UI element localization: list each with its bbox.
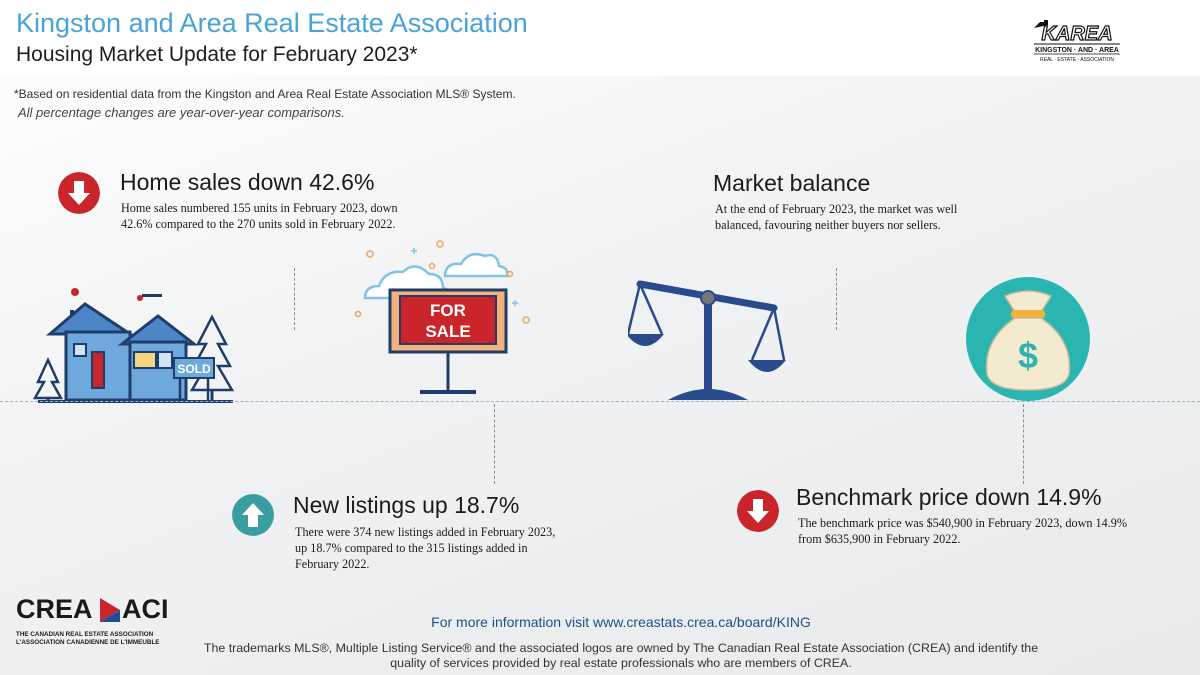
money-bag-dollar: $ [1018,335,1038,376]
arrow-down-icon [737,490,779,532]
sold-sign-text: SOLD [177,362,211,376]
trademark-notice: The trademarks MLS®, Multiple Listing Se… [203,641,1039,670]
karea-logo-line2: REAL · ESTATE · ASSOCIATION [1040,57,1114,63]
arrow-down-icon [58,172,100,214]
karea-logo-wordmark: KAREA [1041,23,1112,45]
connector-line [1023,404,1024,484]
crea-logo-line2: L'ASSOCIATION CANADIENNE DE L'IMMEUBLE [16,639,160,646]
divider-line [294,268,295,330]
market-balance-heading: Market balance [713,170,871,196]
home-sales-text: Home sales numbered 155 units in Februar… [121,201,398,231]
crea-aci-logo: CREA ACI THE CANADIAN REAL ESTATE ASSOCI… [16,594,169,646]
market-balance-text: At the end of February 2023, the market … [715,202,958,232]
benchmark-price-text: The benchmark price was $540,900 in Febr… [798,516,1127,546]
divider-line [836,268,837,330]
arrow-up-icon [232,494,274,536]
new-listings-text: There were 374 new listings added in Feb… [295,525,556,571]
sold-house-illustration: SOLD [32,288,235,403]
karea-logo: KAREA KINGSTON · AND · AREA REAL · ESTAT… [1032,18,1122,63]
comparison-note: All percentage changes are year-over-yea… [18,105,345,120]
page-title: Kingston and Area Real Estate Associatio… [16,8,528,38]
connector-line [494,404,495,484]
crea-logo-left: CREA [16,594,93,624]
data-basis-note: *Based on residential data from the King… [14,87,516,101]
crea-logo-line1: THE CANADIAN REAL ESTATE ASSOCIATION [16,631,154,638]
money-bag-illustration: $ [966,277,1090,401]
crea-logo-right: ACI [122,594,169,624]
karea-logo-line1: KINGSTON · AND · AREA [1035,47,1119,54]
home-sales-heading: Home sales down 42.6% [120,169,375,195]
new-listings-heading: New listings up 18.7% [293,492,520,518]
benchmark-price-heading: Benchmark price down 14.9% [796,484,1102,510]
header-bar: Kingston and Area Real Estate Associatio… [0,0,1200,76]
for-sale-text-line2: SALE [425,322,470,341]
timeline-line [0,401,1200,402]
for-sale-text-line1: FOR [430,301,466,320]
more-info-link[interactable]: For more information visit www.creastats… [431,614,811,630]
balance-scale-illustration [628,280,786,400]
for-sale-sign-illustration: FOR SALE [354,240,530,394]
page-subtitle: Housing Market Update for February 2023* [16,43,418,66]
